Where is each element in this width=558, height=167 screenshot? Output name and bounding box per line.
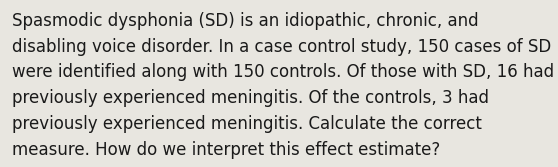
Text: were identified along with 150 controls. Of those with SD, 16 had: were identified along with 150 controls.… [12, 63, 555, 81]
Text: Spasmodic dysphonia (SD) is an idiopathic, chronic, and: Spasmodic dysphonia (SD) is an idiopathi… [12, 12, 479, 30]
Text: previously experienced meningitis. Of the controls, 3 had: previously experienced meningitis. Of th… [12, 89, 489, 107]
Text: measure. How do we interpret this effect estimate?: measure. How do we interpret this effect… [12, 141, 440, 159]
Text: previously experienced meningitis. Calculate the correct: previously experienced meningitis. Calcu… [12, 115, 482, 133]
Text: disabling voice disorder. In a case control study, 150 cases of SD: disabling voice disorder. In a case cont… [12, 38, 551, 56]
